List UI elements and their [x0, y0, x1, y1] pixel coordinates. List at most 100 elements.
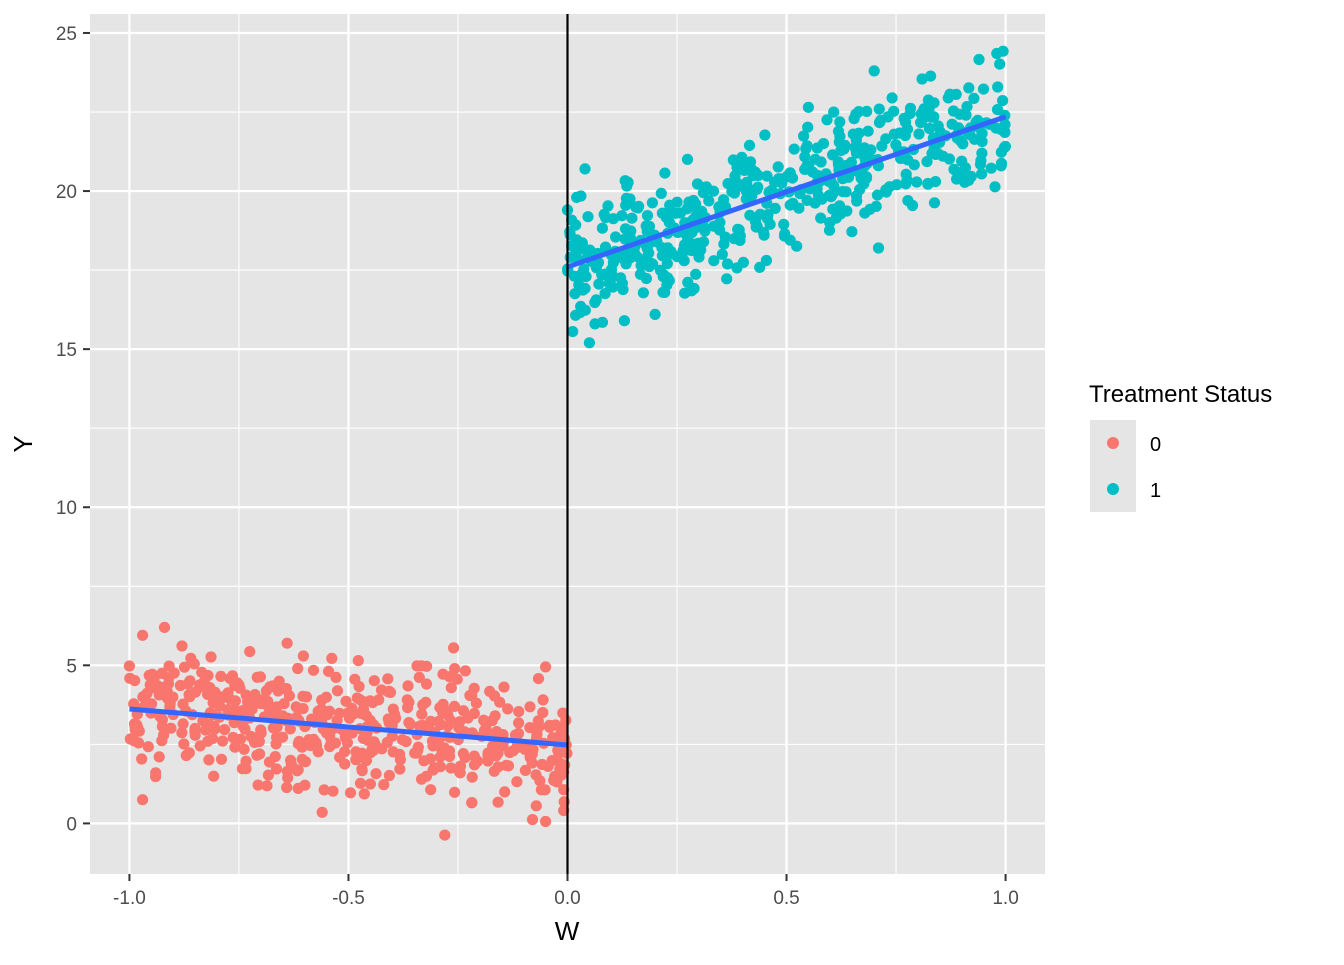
data-point-series-1 — [600, 211, 612, 224]
data-point-series-1 — [921, 156, 933, 168]
data-point-series-1 — [660, 211, 673, 223]
data-point-series-1 — [868, 65, 880, 77]
data-point-series-1 — [579, 163, 591, 175]
data-point-series-1 — [743, 139, 756, 151]
data-point-series-1 — [943, 153, 956, 165]
data-point-series-0 — [532, 715, 544, 727]
fit-lines — [129, 114, 1007, 748]
data-point-series-1 — [688, 282, 700, 295]
data-point-series-1 — [963, 174, 975, 186]
data-point-series-0 — [215, 670, 227, 683]
data-point-series-0 — [263, 756, 276, 768]
data-point-series-1 — [977, 83, 990, 95]
data-point-series-0 — [156, 720, 168, 733]
data-point-series-1 — [641, 210, 654, 222]
data-point-series-1 — [973, 53, 985, 66]
data-point-series-0 — [404, 718, 416, 730]
data-point-series-1 — [952, 166, 964, 178]
data-point-series-1 — [721, 273, 733, 285]
data-point-series-1 — [871, 189, 884, 201]
data-point-series-0 — [270, 763, 283, 775]
data-point-series-0 — [156, 667, 168, 680]
data-point-series-1 — [583, 337, 596, 349]
data-point-series-0 — [425, 715, 437, 728]
legend-label-0: 0 — [1150, 434, 1161, 456]
data-point-series-0 — [318, 784, 330, 796]
data-point-series-1 — [707, 185, 720, 197]
data-point-series-1 — [762, 209, 774, 221]
data-point-series-1 — [690, 209, 702, 221]
data-point-series-0 — [364, 778, 376, 790]
data-point-series-1 — [833, 136, 845, 148]
data-point-series-0 — [208, 770, 220, 782]
data-point-series-0 — [296, 753, 308, 765]
data-point-series-0 — [207, 733, 219, 745]
data-point-series-0 — [402, 680, 414, 692]
data-point-series-1 — [834, 116, 846, 128]
data-point-series-1 — [968, 92, 980, 104]
data-point-series-0 — [176, 727, 188, 739]
data-point-series-1 — [616, 210, 628, 222]
data-point-series-0 — [484, 685, 496, 698]
data-point-series-1 — [566, 214, 578, 226]
data-point-series-0 — [330, 671, 342, 684]
data-point-series-0 — [459, 751, 471, 764]
data-point-series-0 — [470, 697, 482, 709]
data-point-series-0 — [382, 673, 394, 685]
data-point-series-0 — [552, 744, 564, 756]
data-point-series-0 — [524, 701, 536, 713]
data-point-series-1 — [873, 103, 885, 115]
data-point-series-1 — [772, 161, 784, 173]
data-point-series-0 — [270, 708, 282, 720]
data-point-series-0 — [526, 814, 539, 826]
data-point-series-0 — [278, 698, 290, 710]
data-point-series-1 — [578, 263, 590, 275]
data-point-series-0 — [434, 751, 446, 763]
data-point-series-0 — [137, 691, 149, 703]
data-point-series-0 — [437, 668, 449, 680]
data-point-series-0 — [137, 629, 149, 641]
data-point-series-0 — [451, 673, 463, 685]
data-point-series-0 — [261, 780, 273, 792]
data-point-series-1 — [602, 200, 614, 212]
data-point-series-1 — [687, 194, 700, 207]
data-point-series-1 — [570, 309, 582, 321]
data-point-series-1 — [736, 151, 748, 163]
data-point-series-0 — [453, 722, 465, 734]
data-point-series-1 — [913, 128, 925, 140]
data-point-series-1 — [925, 70, 937, 82]
data-point-series-1 — [799, 151, 811, 163]
legend-label-1: 1 — [1150, 480, 1161, 502]
data-point-series-1 — [880, 133, 892, 145]
data-point-series-0 — [136, 753, 148, 765]
data-point-series-1 — [630, 201, 642, 213]
data-point-series-0 — [468, 682, 480, 694]
data-point-series-0 — [219, 724, 231, 736]
data-point-series-1 — [911, 176, 923, 188]
data-point-series-1 — [802, 101, 815, 113]
data-point-series-1 — [624, 252, 636, 264]
data-point-series-0 — [312, 746, 324, 758]
data-point-series-1 — [738, 164, 751, 176]
data-point-series-0 — [449, 663, 461, 675]
y-tick-label: 25 — [56, 24, 77, 45]
data-point-series-1 — [655, 187, 667, 199]
data-point-series-1 — [934, 126, 946, 138]
data-point-series-1 — [999, 119, 1011, 131]
legend: Treatment Status 0 1 — [1089, 381, 1272, 512]
data-point-series-0 — [194, 740, 206, 752]
data-point-series-1 — [754, 261, 766, 273]
x-tick-label: -0.5 — [332, 888, 365, 909]
data-point-series-1 — [596, 269, 608, 281]
data-point-series-1 — [989, 181, 1001, 193]
data-point-series-0 — [555, 727, 567, 739]
data-point-series-1 — [744, 156, 757, 168]
data-point-series-0 — [123, 660, 135, 672]
data-point-series-0 — [267, 722, 279, 734]
data-point-series-1 — [693, 251, 705, 263]
data-point-series-1 — [666, 248, 678, 260]
data-point-series-1 — [829, 184, 842, 197]
data-point-series-0 — [362, 734, 374, 746]
data-point-series-0 — [539, 784, 551, 796]
data-point-series-1 — [944, 88, 956, 100]
